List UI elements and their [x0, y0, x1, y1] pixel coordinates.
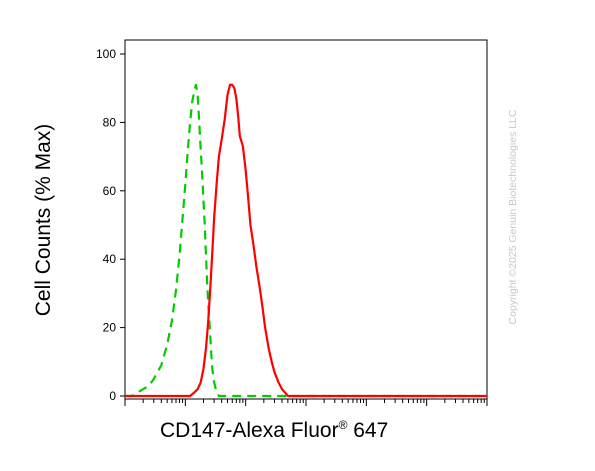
plot-frame	[124, 39, 488, 400]
y-tick-label-0: 0	[109, 389, 116, 403]
y-axis-title: Cell Counts (% Max)	[32, 124, 55, 317]
copyright-watermark: Copyright ©2025 Genuin Biotechnologies L…	[507, 109, 519, 324]
y-tick-label-60: 60	[103, 184, 117, 198]
stained-histogram-line	[125, 83, 487, 398]
y-tick-label-100: 100	[96, 47, 116, 61]
series-layer	[125, 83, 487, 398]
x-axis-title: CD147-Alexa Fluor® 647	[160, 418, 388, 442]
x-axis-title-superscript: ®	[339, 418, 348, 432]
x-axis	[124, 399, 488, 406]
control-histogram-line	[125, 83, 487, 398]
y-tick-label-20: 20	[103, 321, 117, 335]
y-axis: 0 20 40 60 80 100	[96, 47, 125, 403]
y-tick-label-40: 40	[103, 252, 117, 266]
y-tick-label-80: 80	[103, 115, 117, 129]
